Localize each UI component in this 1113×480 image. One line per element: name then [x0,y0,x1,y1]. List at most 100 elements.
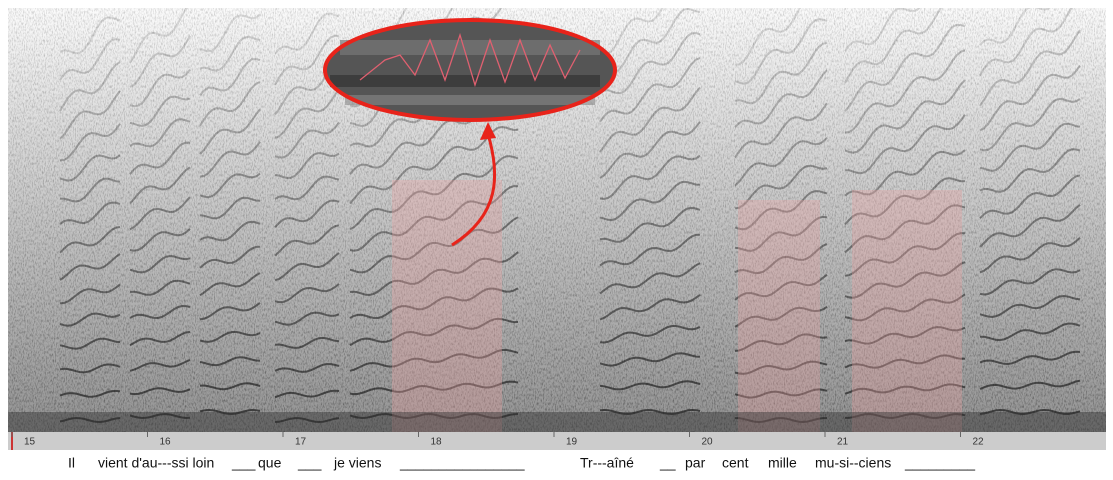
arrow [451,122,497,247]
harmonic [734,17,828,85]
harmonic [274,336,340,349]
harmonic [734,164,828,210]
harmonic [844,8,942,84]
harmonic [59,154,121,182]
harmonic [274,311,340,326]
harmonic [734,333,828,352]
harmonic [129,330,191,347]
harmonic [844,8,921,52]
harmonic [844,261,966,299]
harmonic [734,42,828,105]
harmonic [979,174,1081,219]
harmonic [274,252,340,282]
harmonic [979,148,1081,193]
harmonic [59,201,121,225]
harmonic [199,172,261,199]
harmonic [845,412,966,419]
harmonic [349,155,519,231]
harmonic [274,34,340,86]
harmonic [274,88,340,139]
harmonic [274,199,340,228]
harmonic [599,86,701,153]
harmonic [129,279,191,296]
harmonic [844,232,966,277]
harmonic [979,294,1081,319]
harmonic [349,216,519,274]
harmonic [59,312,121,327]
harmonic [844,177,966,226]
harmonic [274,417,340,424]
harmonic [735,417,827,424]
lyric: ___ [297,455,322,471]
harmonic [199,272,261,297]
harmonic [129,35,191,88]
harmonic [129,254,191,274]
harmonic [59,283,121,305]
harmonic [59,226,121,254]
harmonic [129,228,191,252]
harmonic [599,154,701,201]
harmonic [59,363,121,374]
harmonic [129,412,191,420]
lyric: je viens [333,455,381,471]
harmonic [599,233,701,267]
harmonic [734,136,828,187]
harmonic [59,16,121,55]
tick-label: 19 [566,437,578,448]
lyric: mille [768,455,797,471]
tick-label: 15 [24,437,36,448]
harmonic [129,304,191,320]
harmonic [59,90,121,140]
harmonic [734,102,828,159]
harmonic [59,337,121,350]
harmonic [199,196,261,220]
harmonic [199,245,261,269]
harmonic [129,118,191,148]
harmonic [599,56,701,123]
harmonic [199,220,261,242]
harmonic [59,61,121,112]
harmonic [349,380,519,396]
harmonic [129,8,188,64]
harmonic [734,306,828,328]
lyric: mu-si--ciens [815,455,891,471]
harmonic [844,149,966,197]
harmonic [979,8,1051,46]
harmonic [734,8,802,66]
harmonic [274,175,340,201]
harmonic [844,23,966,112]
harmonic [59,123,121,162]
harmonic [734,69,828,128]
harmonic [979,379,1081,390]
harmonic [199,57,261,96]
harmonic [979,408,1081,416]
harmonic [274,121,340,159]
harmonic [844,204,966,254]
zoom-inset [323,18,617,122]
tick-label: 22 [973,437,985,448]
harmonic [59,253,121,281]
harmonic [349,412,519,420]
tick-label: 18 [431,437,443,448]
tick-label: 20 [702,437,714,448]
lyric: par [685,455,706,471]
harmonic [734,190,828,231]
lyric: vient d'au---ssi loin [98,455,214,471]
lyric: Tr---aîné [580,455,634,471]
harmonic [599,180,701,222]
harmonic [129,141,191,175]
harmonic [349,251,519,296]
harmonic [599,262,701,295]
harmonic [59,416,121,424]
harmonic [274,362,340,373]
highlight [852,190,962,432]
harmonic [734,215,828,252]
harmonic [979,122,1081,172]
harmonic [599,380,701,391]
harmonic [979,268,1081,296]
lyric: cent [722,455,749,471]
harmonic [199,356,261,367]
harmonic [349,287,519,319]
harmonic [844,49,966,134]
